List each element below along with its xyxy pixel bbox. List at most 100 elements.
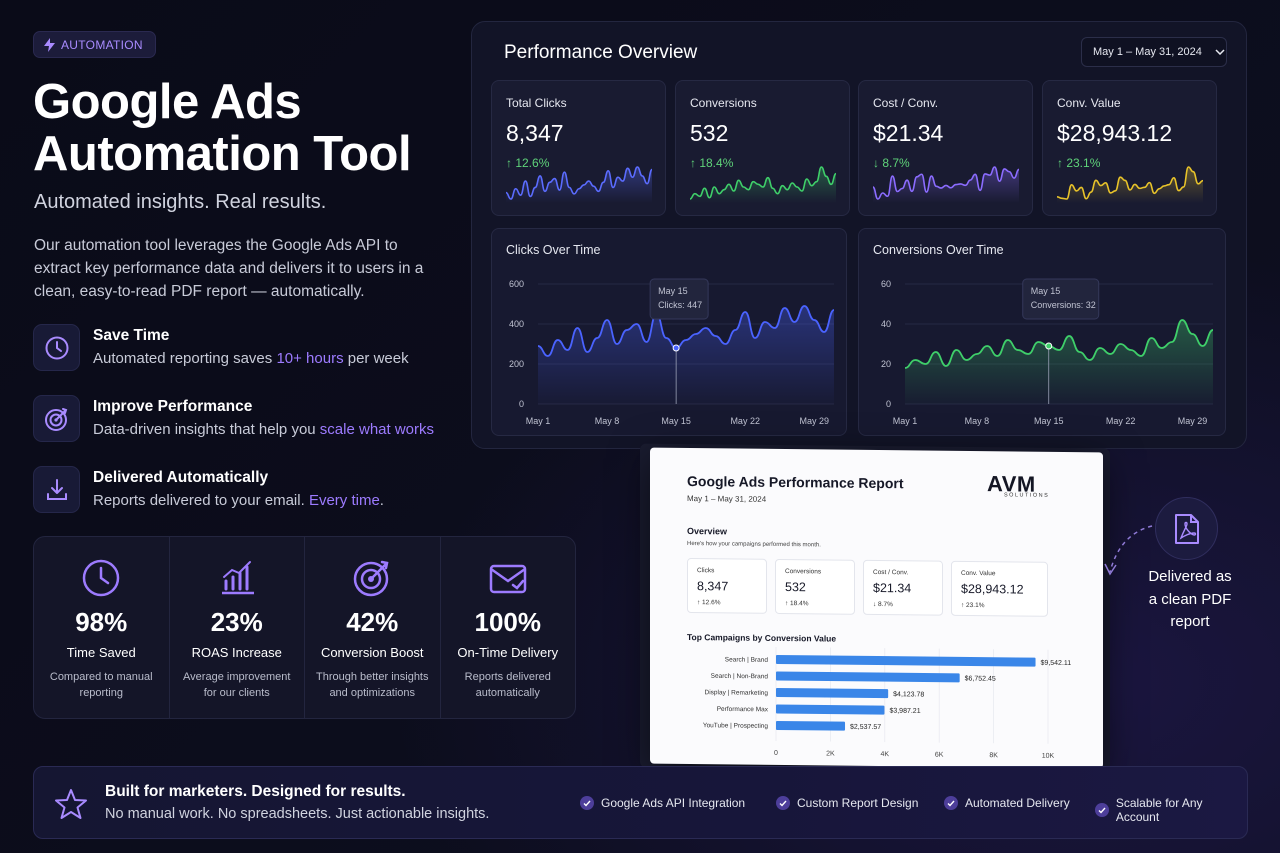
- stat-value: 42%: [346, 607, 399, 637]
- target-icon: [354, 560, 389, 597]
- y-tick-label: 20: [881, 359, 891, 369]
- dashed-arrow: [1104, 525, 1153, 576]
- kpi-label: Cost / Conv.: [873, 96, 939, 110]
- report-kpi-conv-value: Conv. Value $28,943.12 ↑ 23.1%: [951, 560, 1048, 617]
- kpi-label: Total Clicks: [506, 96, 567, 110]
- date-range-label: May 1 – May 31, 2024: [1093, 46, 1202, 58]
- feature-text: Data-driven insights that help you scale…: [93, 421, 435, 438]
- bar-value-label: $3,987.21: [889, 708, 920, 715]
- check-icon: [1095, 803, 1109, 817]
- feature-check: Automated Delivery: [944, 796, 1070, 810]
- conversions-chart-svg: 0 20 40 60 May 1 May 8 May 15 May 22 May 29 May 1…: [881, 278, 1214, 426]
- chevron-down-icon: [1215, 49, 1225, 55]
- stat-value: 100%: [474, 607, 542, 637]
- date-range-dropdown[interactable]: May 1 – May 31, 2024: [1081, 37, 1227, 67]
- y-tick-label: 400: [509, 319, 524, 329]
- bar-category-label: Performance Max: [717, 706, 769, 714]
- feature-text: Reports delivered to your email. Every t…: [93, 492, 384, 509]
- report-kpi-clicks: Clicks 8,347 ↑ 12.6%: [687, 558, 767, 614]
- bar-value-label: $4,123.78: [893, 691, 924, 698]
- page-title: Google Ads Automation Tool: [33, 75, 412, 181]
- report-kpi-conversions: Conversions 532 ↑ 18.4%: [775, 558, 855, 615]
- feature-title: Delivered Automatically: [93, 469, 269, 486]
- clock-icon: [33, 324, 80, 371]
- campaign-bar-chart: 0 2K 4K 6K 8K 10K Search | Brand $9,542.11 Searc…: [703, 646, 1072, 760]
- x-tick-label: 2K: [826, 750, 835, 757]
- bar-category-label: Display | Remarketing: [705, 689, 769, 697]
- feature-check: Scalable for Any Account: [1095, 796, 1247, 824]
- stat-label: ROAS Increase: [191, 645, 282, 660]
- bolt-icon: [44, 37, 55, 52]
- stat-on-time-delivery: 100% On-Time Delivery Reports delivered a…: [441, 537, 576, 718]
- x-tick-label: 10K: [1042, 753, 1055, 760]
- sparkline-area: [873, 167, 1019, 203]
- stat-sub: Average improvement for our clients: [183, 671, 291, 699]
- tooltip-value: Conversions: 32: [1031, 300, 1096, 310]
- series-line: [904, 319, 1214, 369]
- feature-improve-performance: Improve Performance Data-driven insights…: [33, 395, 453, 445]
- page-subtitle: Automated insights. Real results.: [34, 191, 327, 213]
- chart-title: Conversions Over Time: [873, 243, 1004, 257]
- kpi-value: 532: [690, 120, 729, 146]
- y-tick-label: 600: [509, 279, 524, 289]
- bar-value-label: $6,752.45: [965, 675, 996, 682]
- stat-roas-increase: 23% ROAS Increase Average improvement for…: [170, 537, 305, 718]
- x-tick-label: 6K: [935, 752, 944, 759]
- x-tick-label: 8K: [989, 752, 998, 759]
- bar: [776, 687, 889, 699]
- sparkline: [1057, 166, 1203, 203]
- x-tick-label: 0: [774, 750, 778, 757]
- pdf-report-preview: Google Ads Performance Report May 1 – Ma…: [650, 447, 1103, 769]
- bar: [776, 704, 885, 715]
- check-icon: [776, 796, 790, 810]
- report-overview-title: Overview: [687, 526, 728, 537]
- chart-tooltip: May 15 Conversions: 32: [1022, 278, 1100, 320]
- sparkline-area: [506, 167, 652, 203]
- x-tick-label: May 22: [1106, 416, 1136, 426]
- x-tick-label: 4K: [881, 751, 890, 758]
- sparkline-line: [873, 166, 1019, 200]
- x-tick-label: May 15: [1034, 416, 1064, 426]
- x-tick-label: May 29: [1178, 416, 1208, 426]
- kpi-delta: ↓ 8.7%: [873, 156, 910, 170]
- sparkline: [873, 166, 1019, 203]
- feature-save-time: Save Time Automated reporting saves 10+ …: [33, 324, 453, 374]
- tooltip-value: Clicks: 447: [658, 300, 702, 310]
- bar-value-label: $2,537.57: [850, 724, 881, 731]
- bar-category-label: Search | Non-Brand: [711, 673, 769, 681]
- target-icon: [33, 395, 80, 442]
- bottom-banner: Built for marketers. Designed for result…: [33, 766, 1248, 839]
- y-tick-label: 0: [519, 399, 524, 409]
- tooltip-date: May 15: [1031, 286, 1061, 296]
- bar-value-label: $9,542.11: [1041, 660, 1072, 667]
- x-tick-label: May 1: [893, 416, 918, 426]
- kpi-total-clicks: Total Clicks 8,347 ↑ 12.6%: [491, 80, 666, 216]
- tooltip-point: [672, 344, 680, 352]
- clock-icon: [83, 559, 120, 597]
- tooltip-point: [1045, 342, 1053, 350]
- area-fill: [538, 306, 834, 404]
- performance-dashboard: Performance Overview May 1 – May 31, 202…: [471, 21, 1247, 449]
- sparkline-line: [506, 166, 652, 200]
- feature-title: Improve Performance: [93, 398, 253, 415]
- y-tick-label: 40: [881, 319, 891, 329]
- bar: [776, 654, 1036, 667]
- kpi-value: 8,347: [506, 120, 564, 146]
- star-icon: [55, 789, 87, 819]
- stat-sub: Through better insights and optimizations: [315, 671, 429, 699]
- sparkline-line: [1057, 166, 1203, 200]
- stat-sub: Compared to manual reporting: [49, 671, 153, 699]
- dashboard-title: Performance Overview: [504, 42, 698, 63]
- series-line: [537, 305, 835, 357]
- bar: [776, 720, 846, 731]
- y-tick-label: 0: [886, 399, 891, 409]
- delivered-text: Delivered as a clean PDF report: [1148, 568, 1232, 630]
- report-title: Google Ads Performance Report: [687, 473, 904, 492]
- clicks-chart-svg: 0 200 400 600 May 1 May 8 May 15 May 22 May 29 Ma…: [509, 278, 835, 426]
- x-tick-label: May 1: [526, 416, 551, 426]
- kpi-conv-value: Conv. Value $28,943.12 ↑ 23.1%: [1042, 80, 1217, 216]
- kpi-conversions: Conversions 532 ↑ 18.4%: [675, 80, 850, 216]
- kpi-value: $28,943.12: [1057, 120, 1173, 146]
- kpi-value: $21.34: [873, 120, 944, 146]
- report-kpi-cost-per-conv: Cost / Conv. $21.34 ↓ 8.7%: [863, 559, 943, 616]
